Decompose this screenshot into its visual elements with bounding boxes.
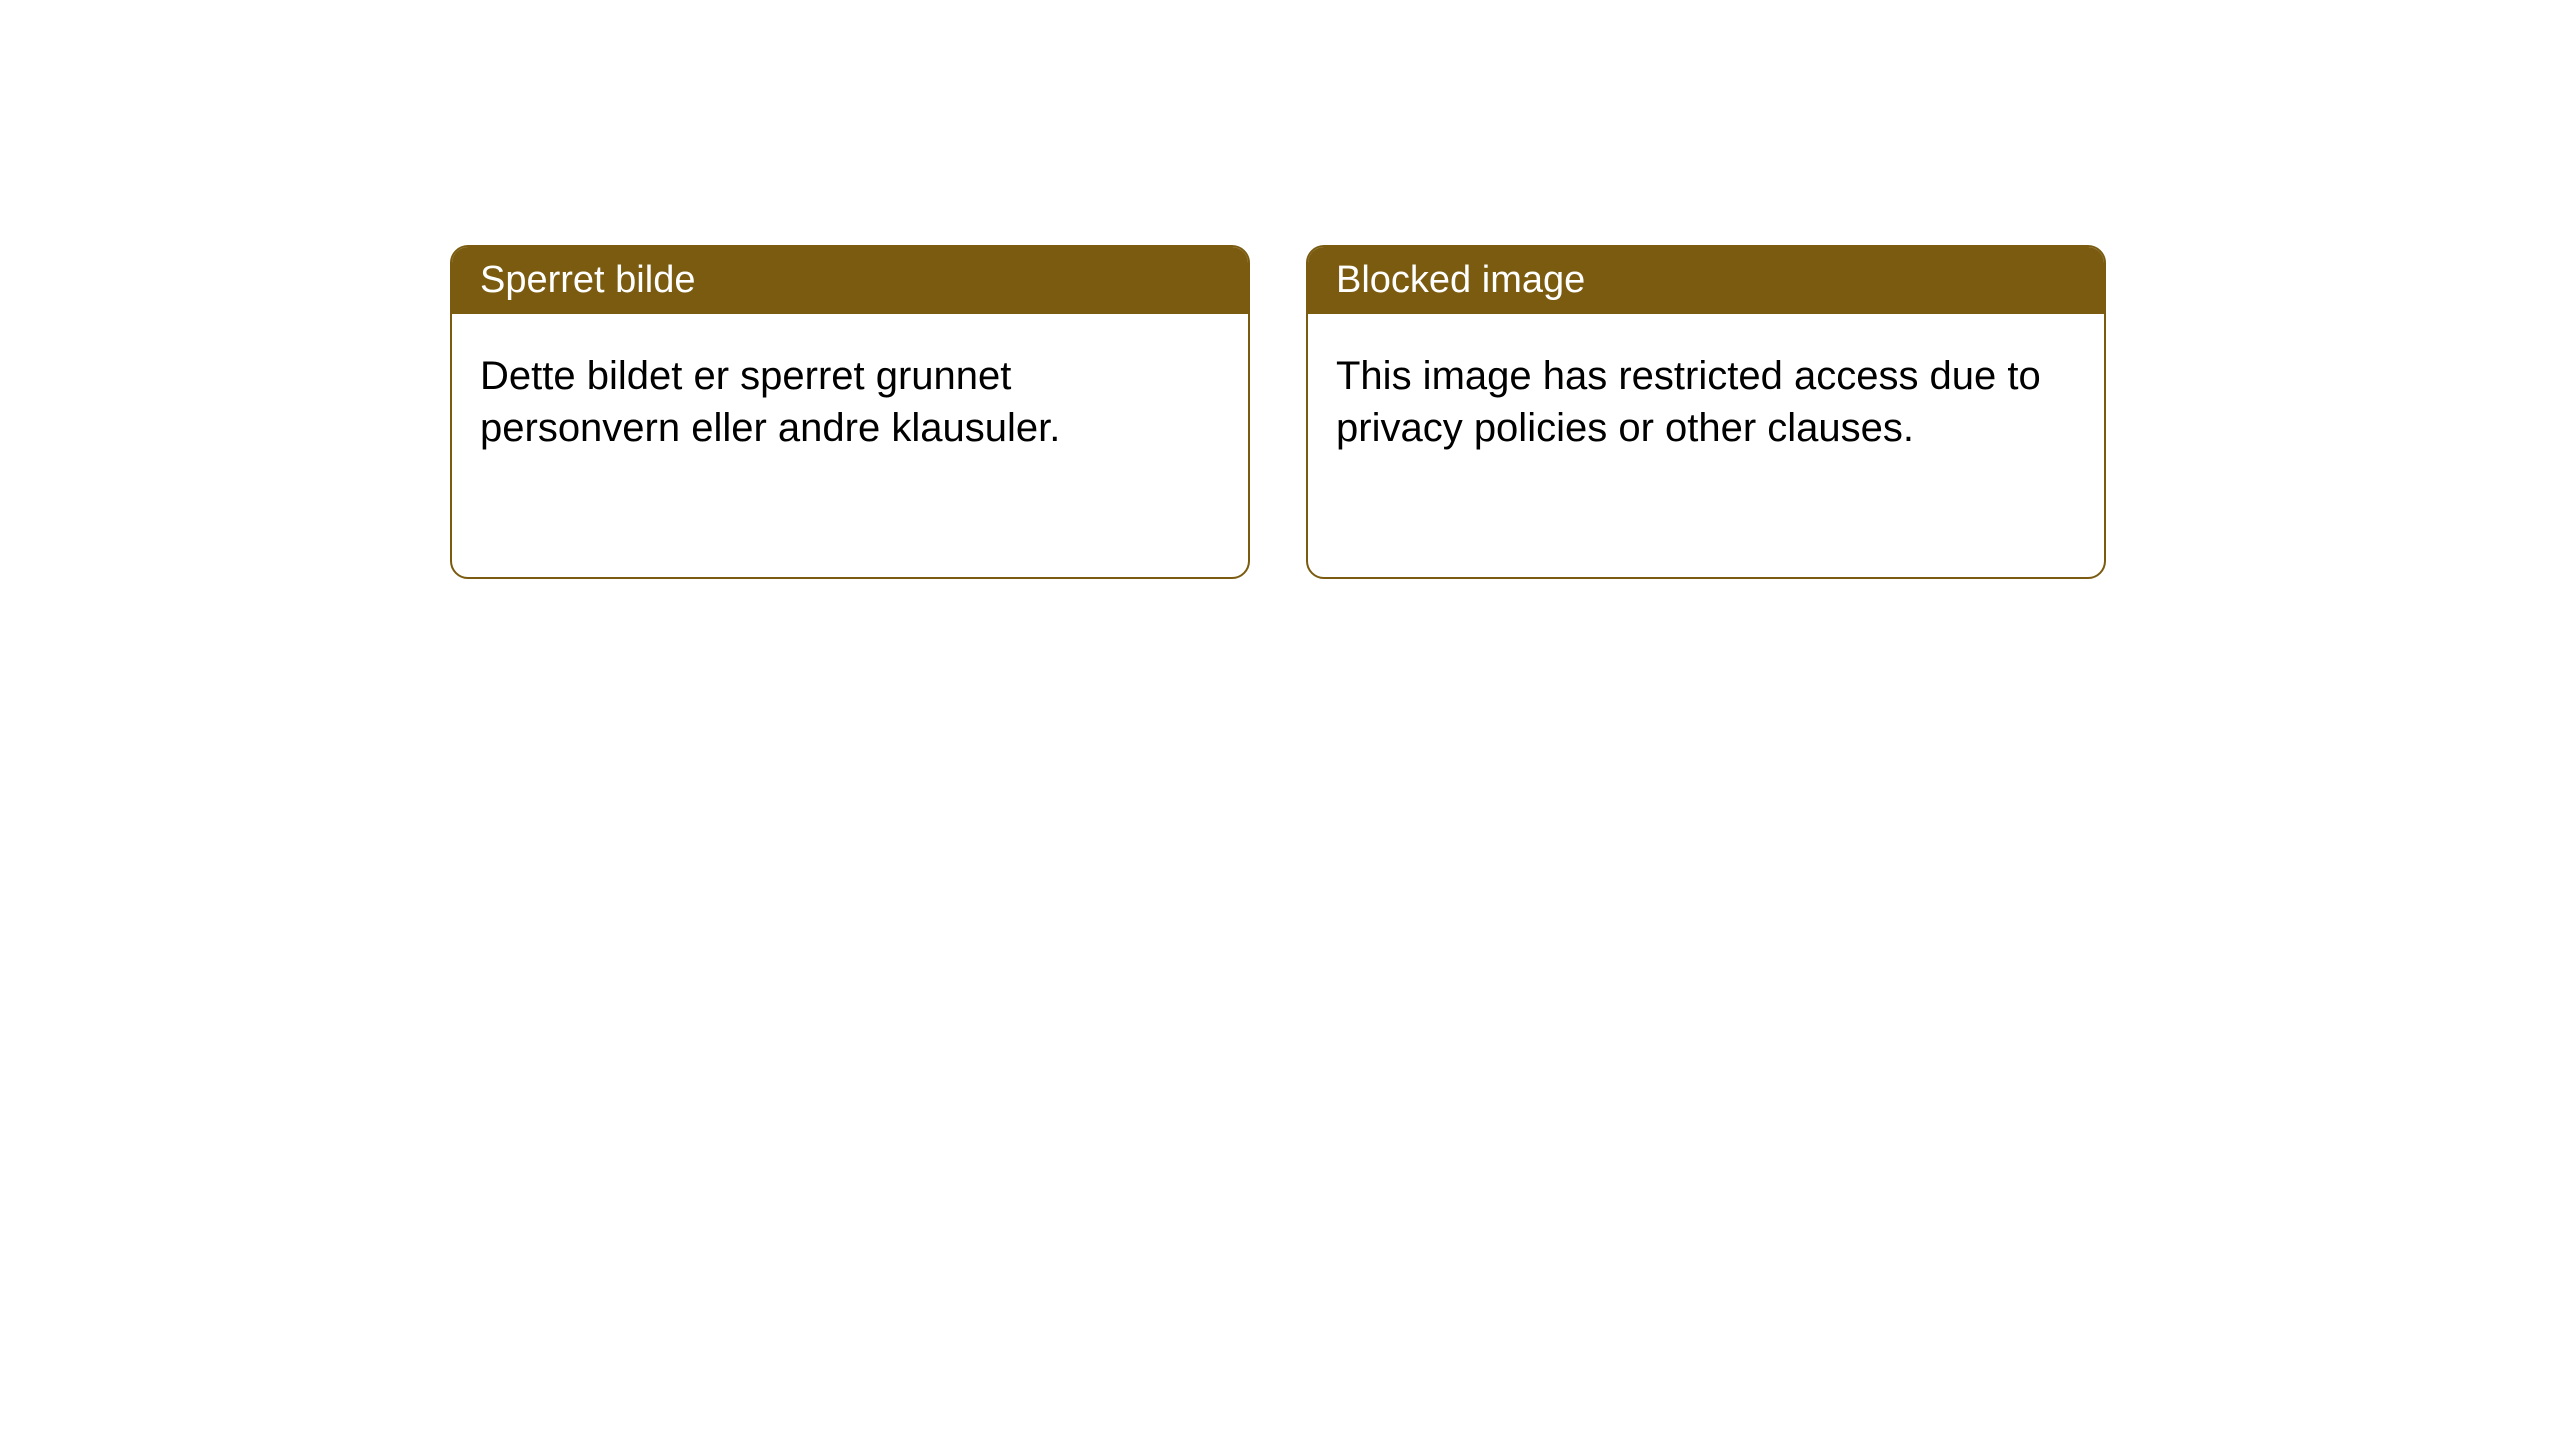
blocked-image-card-norwegian: Sperret bilde Dette bildet er sperret gr… [450, 245, 1250, 579]
card-header: Blocked image [1308, 247, 2104, 314]
blocked-image-card-english: Blocked image This image has restricted … [1306, 245, 2106, 579]
card-header: Sperret bilde [452, 247, 1248, 314]
card-body: This image has restricted access due to … [1308, 314, 2104, 490]
notice-container: Sperret bilde Dette bildet er sperret gr… [450, 245, 2106, 579]
card-body: Dette bildet er sperret grunnet personve… [452, 314, 1248, 490]
